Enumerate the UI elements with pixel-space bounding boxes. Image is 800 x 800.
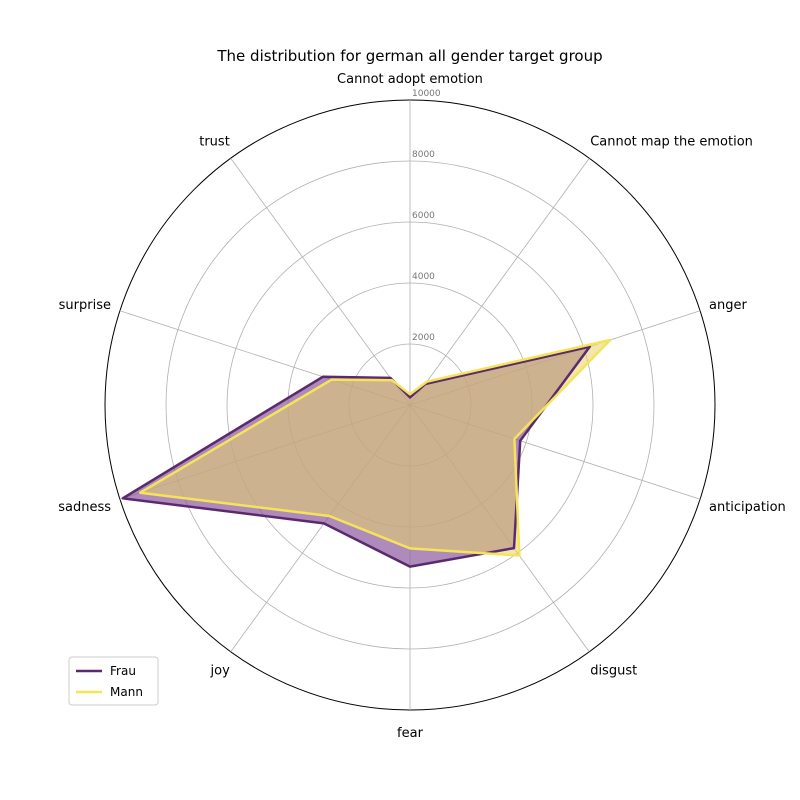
category-label: anger — [709, 298, 747, 313]
radial-tick-label: 2000 — [412, 333, 435, 343]
radial-tick-label: 4000 — [412, 272, 435, 282]
category-label: surprise — [59, 298, 111, 313]
chart-title: The distribution for german all gender t… — [216, 47, 602, 65]
category-label: joy — [210, 664, 231, 679]
series-area-mann — [140, 340, 611, 556]
category-label: Cannot adopt emotion — [337, 72, 483, 87]
category-label: fear — [397, 726, 424, 741]
grid-spoke — [409, 158, 590, 406]
series-line-frau — [121, 345, 592, 568]
series-line-mann — [138, 338, 612, 557]
radial-tick-label: 6000 — [412, 211, 435, 221]
category-label: anticipation — [709, 500, 786, 515]
radial-tick-labels: 2000 4000 6000 8000 10000 — [412, 89, 441, 343]
radial-tick-label: 8000 — [412, 150, 435, 160]
category-label: trust — [199, 135, 230, 150]
legend: Frau Mann — [68, 656, 159, 706]
category-label: Cannot map the emotion — [590, 135, 753, 150]
grid-spoke — [230, 158, 411, 406]
radial-tick-label: 10000 — [412, 89, 441, 99]
legend-label-frau: Frau — [110, 664, 136, 678]
category-label: disgust — [590, 664, 637, 679]
category-label: sadness — [58, 500, 111, 515]
series-layer — [121, 338, 612, 568]
category-labels: Cannot adopt emotion Cannot map the emoti… — [58, 72, 786, 741]
legend-label-mann: Mann — [110, 685, 143, 699]
